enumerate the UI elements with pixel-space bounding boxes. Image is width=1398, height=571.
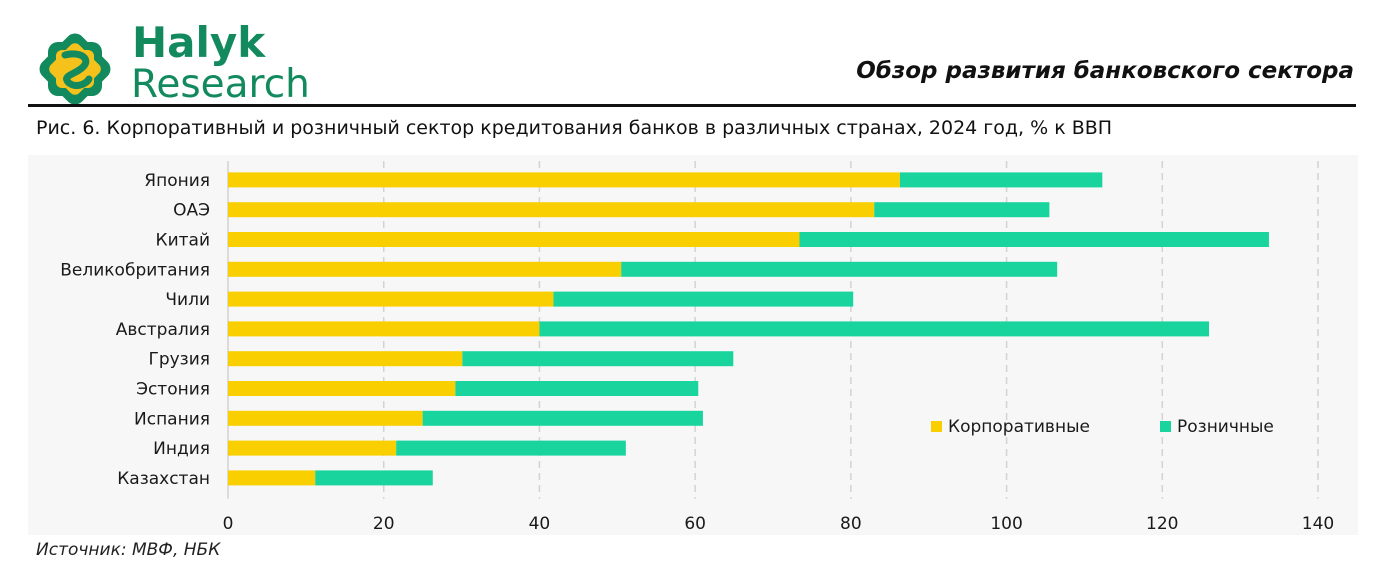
x-tick-label: 140 (1302, 514, 1334, 534)
figure-title: Рис. 6. Корпоративный и розничный сектор… (36, 117, 1113, 139)
x-tick-label: 100 (990, 514, 1022, 534)
bar-corporate (228, 321, 540, 337)
bar-retail (396, 440, 626, 456)
report-title: Обзор развития банковского сектора (856, 58, 1354, 84)
category-label: Австралия (116, 320, 210, 340)
category-label: Эстония (136, 380, 210, 400)
bar-retail (799, 232, 1269, 247)
bar-retail (899, 172, 1103, 188)
x-tick-label: 0 (223, 514, 234, 534)
category-label: ОАЭ (173, 201, 210, 221)
x-tick-label: 20 (373, 514, 395, 534)
bar-retail (874, 202, 1050, 218)
category-label: Индия (153, 439, 210, 459)
bar-retail (553, 291, 854, 307)
category-label: Грузия (148, 350, 210, 370)
bar-corporate (228, 291, 554, 307)
bar-corporate (228, 172, 900, 188)
legend-label-retail: Розничные (1177, 417, 1274, 437)
bar-retail (422, 410, 703, 426)
bar-corporate (228, 261, 622, 277)
bar-retail (539, 321, 1209, 337)
halyk-emblem-icon (39, 33, 111, 105)
bar-corporate (228, 410, 423, 426)
bar-corporate (228, 202, 875, 218)
legend-swatch-retail (1160, 421, 1171, 432)
figure-source: Источник: МВФ, НБК (36, 540, 221, 560)
category-label: Япония (144, 171, 210, 191)
category-label: Испания (134, 409, 210, 429)
brand-name: Halyk (132, 18, 266, 67)
legend-label-corporate: Корпоративные (948, 417, 1090, 437)
halyk-research-logo: Halyk Research (32, 18, 332, 108)
header-divider (28, 104, 1356, 107)
x-tick-label: 120 (1146, 514, 1178, 534)
bar-corporate (228, 381, 456, 396)
x-tick-label: 60 (684, 514, 706, 534)
bar-retail (315, 470, 433, 486)
x-tick-label: 40 (529, 514, 551, 534)
category-label: Великобритания (60, 260, 210, 280)
category-label: Китай (156, 231, 211, 251)
bar-corporate (228, 440, 397, 456)
stacked-bar-chart: Япония ОАЭ Китай Великобритания Чили Австрали… (60, 161, 1334, 534)
legend-swatch-corporate (931, 421, 942, 432)
category-label: Казахстан (117, 469, 210, 489)
brand-subname: Research (131, 62, 310, 107)
x-tick-label: 80 (840, 514, 862, 534)
bar-retail (621, 261, 1058, 277)
bar-corporate (228, 232, 800, 247)
category-label: Чили (165, 290, 210, 310)
bar-retail (462, 351, 734, 367)
bar-retail (455, 381, 699, 396)
bar-corporate (228, 470, 316, 486)
bar-corporate (228, 351, 463, 367)
